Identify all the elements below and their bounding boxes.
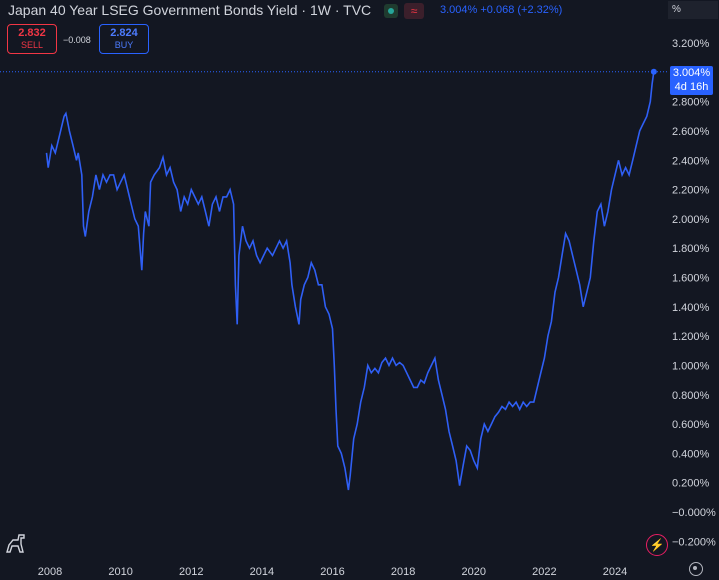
last-value: 3.004% [440, 4, 478, 16]
gear-icon[interactable] [689, 562, 703, 576]
bar-countdown: 4d 16h [674, 81, 709, 93]
change-value: +0.068 [480, 4, 515, 16]
x-tick-label: 2022 [532, 566, 556, 578]
y-tick-label: 2.400% [672, 155, 710, 167]
y-tick-label: 2.800% [672, 97, 710, 109]
x-tick-label: 2024 [603, 566, 627, 578]
y-tick-label: 0.400% [672, 448, 710, 460]
y-tick-label: 3.200% [672, 38, 710, 50]
y-tick-label: 1.400% [672, 302, 710, 314]
last-price-tag: 3.004% 4d 16h [670, 66, 713, 95]
y-axis: 3.200%3.000%2.800%2.600%2.400%2.200%2.00… [672, 38, 716, 548]
chart-title: Japan 40 Year LSEG Government Bonds Yiel… [8, 2, 372, 18]
compare-icon[interactable]: ≈ [404, 3, 424, 19]
sell-button[interactable]: 2.832 SELL [7, 24, 57, 54]
last-value-readout: 3.004% +0.068 (+2.32%) [440, 4, 562, 16]
percent-scale-button[interactable]: % [668, 1, 718, 19]
x-tick-label: 2014 [250, 566, 274, 578]
spread-value: −0.008 [63, 35, 91, 45]
x-tick-label: 2012 [179, 566, 203, 578]
y-tick-label: 2.600% [672, 126, 710, 138]
yield-series-line [45, 71, 655, 491]
y-tick-label: 2.000% [672, 214, 710, 226]
y-tick-label: 1.600% [672, 273, 710, 285]
y-tick-label: −0.000% [672, 507, 716, 519]
x-tick-label: 2018 [391, 566, 415, 578]
last-price-dot [650, 68, 657, 75]
y-tick-label: 1.800% [672, 243, 710, 255]
last-price-tag-value: 3.004% [672, 67, 711, 79]
y-tick-label: 0.200% [672, 478, 710, 490]
buy-price: 2.824 [110, 27, 138, 39]
lightning-icon[interactable]: ⚡ [646, 534, 668, 556]
x-axis: 2008 2010 2012 2014 2016 2018 2020 2022 2024 [38, 566, 627, 578]
sell-price: 2.832 [18, 27, 46, 39]
buy-button[interactable]: 2.824 BUY [99, 24, 149, 54]
y-tick-label: 0.600% [672, 419, 710, 431]
x-tick-label: 2008 [38, 566, 62, 578]
x-tick-label: 2016 [320, 566, 344, 578]
buy-label: BUY [114, 40, 134, 50]
market-status-icon[interactable] [384, 4, 398, 18]
y-tick-label: 1.200% [672, 331, 710, 343]
y-tick-label: 0.800% [672, 390, 710, 402]
x-tick-label: 2010 [108, 566, 132, 578]
y-tick-label: 1.000% [672, 360, 710, 372]
y-tick-label: 2.200% [672, 185, 710, 197]
sell-label: SELL [20, 40, 44, 50]
dino-icon[interactable] [4, 532, 28, 556]
x-tick-label: 2020 [462, 566, 486, 578]
change-percent: (+2.32%) [517, 4, 563, 16]
y-tick-label: −0.200% [672, 536, 716, 548]
